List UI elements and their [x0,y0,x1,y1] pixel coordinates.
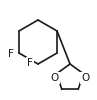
Text: O: O [81,73,89,83]
Text: O: O [51,73,59,83]
Text: F: F [27,58,33,68]
Text: F: F [8,49,14,59]
